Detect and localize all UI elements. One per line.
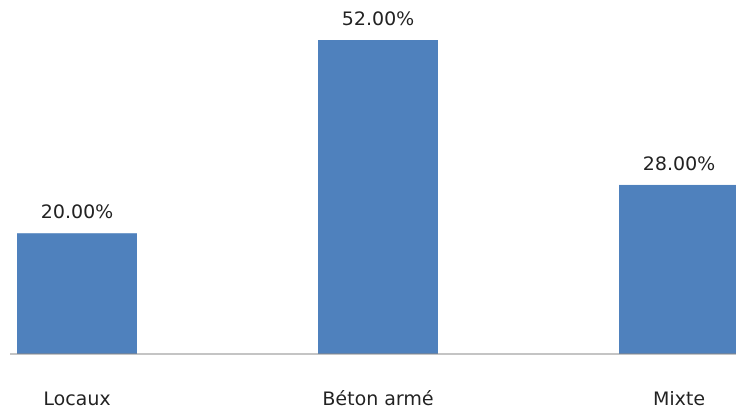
bars-group	[17, 40, 736, 354]
bar-1	[318, 40, 438, 354]
value-labels-group: 20.00% 52.00% 28.00%	[41, 8, 715, 223]
value-label-1: 52.00%	[342, 8, 414, 30]
value-label-2: 28.00%	[643, 153, 715, 175]
category-label-2: Mixte	[653, 388, 705, 410]
value-label-0: 20.00%	[41, 201, 113, 223]
category-label-1: Béton armé	[322, 388, 433, 410]
category-labels-group: Locaux Béton armé Mixte	[43, 388, 705, 410]
bar-0	[17, 233, 137, 354]
category-label-0: Locaux	[43, 388, 110, 410]
bar-2	[619, 184, 736, 354]
